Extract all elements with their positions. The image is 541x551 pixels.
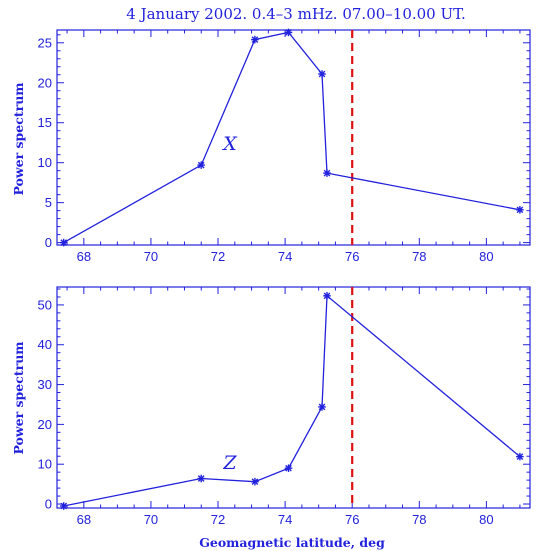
data-point	[323, 169, 331, 177]
x-tick-label: 74	[278, 512, 292, 527]
data-point	[516, 452, 524, 461]
marker-stroke	[516, 206, 524, 214]
y-axis-label: Power spectrum	[11, 82, 26, 195]
y-tick-label: 10	[38, 155, 52, 170]
marker-stroke	[318, 70, 326, 78]
y-tick-label: 40	[38, 337, 52, 352]
x-tick-label: 70	[144, 512, 158, 527]
chart-title: 4 January 2002. 0.4–3 mHz. 07.00–10.00 U…	[126, 5, 465, 23]
series-line	[63, 31, 521, 244]
x-tick-label: 76	[345, 512, 359, 527]
y-tick-label: 30	[38, 377, 52, 392]
x-tick-label: 76	[345, 249, 359, 264]
y-tick-label: 0	[45, 235, 52, 250]
series-line	[63, 294, 521, 507]
x-tick-label: 78	[412, 512, 426, 527]
y-tick-label: 25	[38, 35, 52, 50]
marker-stroke	[318, 403, 326, 411]
y-tick-label: 0	[45, 497, 52, 512]
data-point	[318, 70, 326, 78]
data-point	[251, 477, 259, 486]
data-point	[318, 403, 326, 411]
plot-frame	[56, 29, 531, 246]
data-point	[197, 474, 205, 483]
panel-label: Z	[222, 452, 237, 474]
data-point	[323, 291, 331, 300]
marker-stroke	[251, 478, 259, 486]
data-point	[59, 238, 68, 247]
marker-stroke	[197, 161, 205, 169]
panel-x: Power spectrum X 68 70 72 74 76 78 80 0 5 10 15 20 2…	[11, 28, 531, 264]
marker-stroke	[285, 464, 292, 472]
data-point	[284, 28, 293, 37]
marker-stroke	[516, 453, 524, 460]
marker-stroke	[323, 169, 331, 177]
data-point	[59, 502, 68, 510]
y-tick-label: 20	[38, 417, 52, 432]
y-tick-label: 50	[38, 297, 52, 312]
x-tick-label: 70	[144, 249, 158, 264]
y-tick-label: 10	[38, 457, 52, 472]
y-tick-label: 20	[38, 75, 52, 90]
marker-stroke	[60, 239, 68, 246]
y-tick-label: 15	[38, 115, 52, 130]
y-axis-label: Power spectrum	[11, 341, 26, 454]
marker-stroke	[323, 292, 331, 300]
data-point	[197, 161, 205, 169]
x-tick-label: 68	[77, 512, 91, 527]
x-tick-label: 80	[479, 512, 493, 527]
x-axis-label: Geomagnetic latitude, deg	[199, 535, 385, 550]
panel-label: X	[221, 133, 238, 155]
plot-frame	[56, 286, 531, 509]
panel-z: Power spectrum Z Geomagnetic latitude, d…	[11, 286, 531, 550]
data-point	[251, 35, 259, 44]
x-tick-label: 74	[278, 249, 292, 264]
marker-stroke	[197, 475, 205, 482]
data-point	[284, 464, 293, 473]
x-tick-label: 68	[77, 249, 91, 264]
data-point	[516, 206, 524, 214]
marker-stroke	[60, 502, 68, 510]
x-tick-label: 78	[412, 249, 426, 264]
x-tick-label: 72	[211, 512, 225, 527]
marker-stroke	[251, 36, 259, 43]
x-tick-label: 80	[479, 249, 493, 264]
x-tick-label: 72	[211, 249, 225, 264]
marker-stroke	[285, 29, 292, 36]
y-tick-label: 5	[45, 195, 52, 210]
